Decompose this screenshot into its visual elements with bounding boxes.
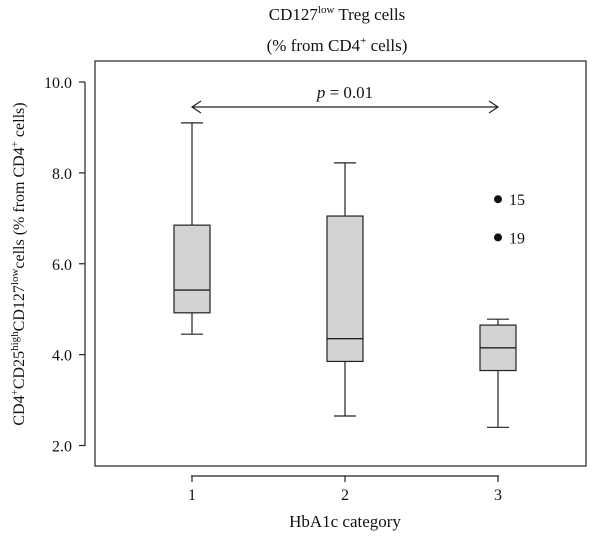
y-axis-label-part: cells) — [11, 102, 28, 141]
y-axis-ticks: 2.0 4.0 6.0 8.0 10.0 — [44, 75, 85, 456]
significance-annotation: p = 0.01 — [190, 83, 500, 114]
annotation-arrowhead-right — [488, 100, 500, 114]
x-tick-label: 3 — [494, 487, 502, 504]
y-axis-label-part: cells (% from CD4 — [11, 147, 28, 268]
chart-title-main: CD127 — [269, 5, 319, 24]
p-value-symbol: p — [316, 83, 326, 102]
x-tick-label: 2 — [341, 487, 349, 504]
y-axis-label-sup: + — [9, 141, 21, 147]
chart-subtitle-post: cells) — [366, 36, 407, 55]
y-axis-label-sup: + — [9, 389, 21, 395]
y-tick-label: 4.0 — [52, 348, 72, 365]
outlier-point — [494, 233, 502, 242]
box-category-1 — [173, 122, 211, 335]
chart-subtitle-sup: + — [360, 35, 366, 47]
y-tick-label: 2.0 — [52, 439, 72, 456]
chart-title-sup: low — [318, 4, 335, 16]
x-tick-label: 1 — [188, 487, 196, 504]
chart-subtitle-pre: (% from CD4 — [267, 36, 361, 55]
box-category-2 — [326, 162, 364, 417]
x-axis-ticks: 1 2 3 — [188, 476, 502, 504]
y-axis-label: CD4+CD25highCD127lowcells (% from CD4+ c… — [9, 102, 28, 425]
box-iqr — [326, 215, 364, 363]
y-axis-label-part: CD4 — [11, 395, 28, 425]
x-axis-label: HbA1c category — [289, 512, 401, 531]
box-iqr — [173, 224, 211, 314]
outlier-point — [494, 195, 502, 204]
y-tick-label: 10.0 — [44, 75, 72, 92]
p-value-number: = 0.01 — [325, 83, 373, 102]
y-axis-label-sup: high — [9, 331, 21, 351]
plot-area-frame — [94, 60, 587, 467]
y-axis-label-sup: low — [9, 269, 21, 286]
p-value-label: p = 0.01 — [316, 83, 373, 102]
y-tick-label: 6.0 — [52, 257, 72, 274]
outlier-label: 15 — [509, 192, 525, 209]
y-tick-label: 8.0 — [52, 166, 72, 183]
y-axis-label-part: CD127 — [11, 285, 28, 331]
chart-subtitle: (% from CD4+ cells) — [267, 35, 408, 55]
chart-title-rest: Treg cells — [334, 5, 405, 24]
y-axis-label-part: CD25 — [11, 351, 28, 389]
annotation-arrowhead-left — [190, 100, 202, 114]
chart-title: CD127low Treg cells — [269, 4, 405, 24]
outlier-label: 19 — [509, 230, 525, 247]
